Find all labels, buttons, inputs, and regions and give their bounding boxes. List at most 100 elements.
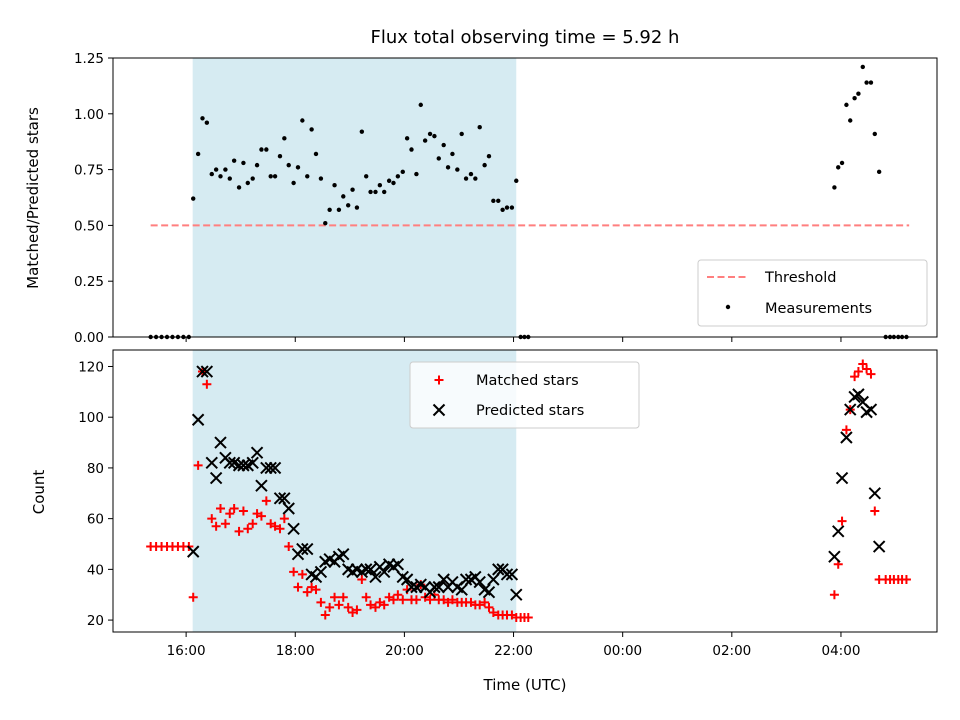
x-axis-label: Time (UTC): [483, 676, 567, 694]
data-point: [468, 171, 474, 177]
data-point: [860, 64, 865, 70]
chart-title: Flux total observing time = 5.92 h: [371, 27, 680, 48]
data-point: [246, 456, 259, 470]
data-point: [227, 176, 232, 181]
x-tick-label: 00:00: [603, 643, 642, 659]
data-point: [241, 160, 246, 166]
ratio-y-axis-label: Matched/Predicted stars: [24, 107, 42, 289]
data-point: [450, 151, 455, 157]
data-point: [505, 568, 519, 581]
data-point: [359, 129, 365, 134]
data-point: [357, 575, 367, 585]
data-point: [332, 183, 337, 188]
x-tick-label: 22:00: [494, 643, 533, 659]
data-point: [200, 116, 205, 121]
data-point: [213, 167, 219, 172]
data-point: [828, 550, 841, 563]
data-point: [200, 365, 214, 378]
data-point: [301, 542, 314, 556]
data-point: [850, 372, 860, 382]
data-point: [414, 171, 419, 177]
data-point: [475, 600, 485, 610]
x-tick-label: 02:00: [712, 643, 751, 659]
data-point: [207, 514, 217, 524]
data-point: [229, 503, 239, 513]
data-point: [191, 413, 205, 426]
data-point: [231, 158, 237, 163]
data-point: [862, 364, 872, 374]
data-point: [864, 80, 869, 85]
data-point: [425, 595, 435, 605]
data-point: [289, 567, 299, 577]
ratio-legend: Threshold Measurements: [697, 259, 928, 327]
data-point: [848, 118, 853, 123]
data-point: [259, 147, 264, 152]
data-point: [391, 180, 396, 186]
data-point: [204, 120, 210, 125]
y-tick-label: 0.75: [74, 163, 104, 179]
data-point: [216, 503, 226, 513]
data-point: [264, 461, 277, 475]
data-point: [488, 607, 498, 617]
data-point: [868, 487, 881, 500]
count-legend-box: [409, 361, 640, 429]
data-point: [202, 379, 212, 389]
data-point: [286, 162, 291, 168]
data-point: [477, 124, 482, 130]
ratio-legend-box: [697, 259, 928, 327]
data-point: [282, 502, 295, 515]
data-point: [872, 540, 886, 553]
data-point: [482, 162, 487, 168]
data-point: [314, 565, 328, 579]
y-tick-label: 1.00: [74, 107, 104, 123]
data-point: [427, 131, 433, 137]
y-tick-label: 120: [78, 359, 104, 375]
data-point: [853, 367, 863, 377]
y-tick-label: 80: [87, 461, 104, 477]
data-point: [345, 203, 351, 208]
data-point: [250, 176, 255, 181]
data-point: [196, 365, 209, 378]
data-point: [486, 154, 492, 159]
data-point: [270, 521, 280, 531]
data-point: [872, 131, 877, 137]
data-point: [275, 524, 285, 534]
data-point: [369, 570, 382, 584]
data-point: [296, 542, 309, 556]
data-point: [187, 545, 200, 558]
data-point: [350, 187, 355, 192]
data-point: [293, 582, 303, 592]
data-point: [223, 167, 228, 172]
data-point: [248, 519, 258, 529]
data-point: [234, 526, 244, 536]
data-point: [343, 602, 353, 612]
data-point: [218, 174, 223, 179]
plot-frame: [112, 57, 938, 338]
data-point: [188, 592, 198, 602]
legend-matched-label: Matched stars: [476, 373, 579, 389]
data-point: [255, 479, 268, 492]
data-point: [386, 178, 392, 183]
data-point: [523, 613, 533, 623]
data-point: [858, 359, 868, 369]
legend-predicted-swatch: [432, 403, 446, 417]
data-point: [352, 605, 362, 615]
count-panel: 20 40 60 80 100 120 16:00 18:00 20:00 22:00 00:00 0…: [30, 349, 938, 694]
data-point: [309, 127, 314, 132]
data-point: [473, 575, 486, 589]
data-point: [379, 600, 389, 610]
data-point: [492, 563, 505, 576]
data-point: [398, 595, 408, 605]
data-point: [354, 205, 360, 210]
data-point: [295, 165, 301, 170]
y-tick-label: 1.25: [74, 51, 104, 67]
data-point: [500, 568, 514, 581]
data-point: [411, 595, 421, 605]
data-point: [245, 180, 250, 186]
data-point: [378, 565, 391, 579]
data-point: [361, 592, 371, 602]
data-point: [209, 471, 223, 485]
data-point: [852, 388, 865, 401]
data-point: [305, 174, 310, 179]
data-point: [373, 189, 378, 195]
